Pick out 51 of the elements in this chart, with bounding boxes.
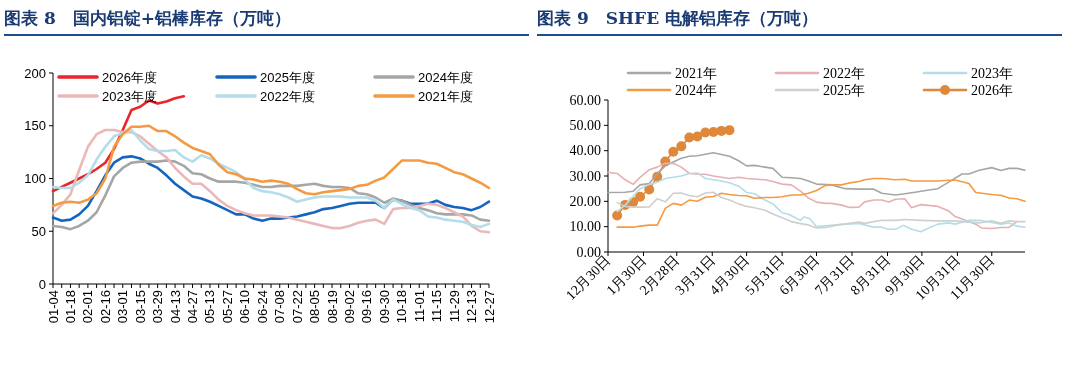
x-tick-label: 10-18 [394,290,410,324]
x-tick-label: 09-02 [341,290,357,324]
legend-label: 2021年度 [418,88,473,104]
x-tick-label: 09-16 [359,290,375,324]
y-tick-label: 40.00 [569,143,601,159]
legend-label: 2022年 [823,65,865,81]
x-tick-label: 02-01 [80,290,96,324]
x-tick-label: 04-13 [167,290,183,324]
x-tick-label: 03-15 [132,290,148,324]
y-tick-label: 50 [31,223,46,239]
x-tick-label: 07-22 [289,290,305,324]
x-tick-label: 03-01 [115,290,131,324]
y-tick-label: 100 [24,171,46,186]
x-tick-label: 12-13 [464,290,480,324]
x-tick-label: 11-15 [429,290,445,323]
chart-title: 图表 9 SHFE 电解铝库存（万吨） [537,4,1062,36]
x-tick-label: 01-04 [45,290,61,324]
x-tick-label: 05-13 [202,290,218,324]
chart-title: 图表 8 国内铝锭+铝棒库存（万吨） [4,4,529,36]
x-tick-label: 06-10 [237,290,253,324]
y-tick-label: 0 [38,276,46,292]
legend-label: 2026年 [971,82,1013,98]
x-tick-label: 11-29 [446,290,462,323]
x-tick-label: 08-05 [307,290,323,324]
x-tick-label: 08-19 [324,290,340,324]
legend-label: 2025年度 [260,69,315,85]
y-tick-label: 150 [24,118,46,134]
y-tick-label: 30.00 [569,168,601,184]
x-tick-label: 04-27 [185,290,201,324]
legend-label: 2021年 [675,65,717,81]
legend-label: 2025年 [823,82,865,98]
legend-label: 2023年度 [102,88,157,104]
x-tick-label: 01-18 [62,290,78,324]
x-tick-label: 03-29 [150,290,166,324]
y-tick-label: 50.00 [569,117,601,133]
legend-label: 2024年 [675,82,717,98]
y-tick-label: 10.00 [569,219,601,235]
x-tick-label: 05-27 [219,290,235,324]
y-tick-label: 60.00 [569,92,601,108]
x-tick-label: 06-24 [254,290,270,324]
x-tick-label: 07-08 [272,290,288,324]
x-tick-label: 11-01 [411,290,427,323]
legend-label: 2024年度 [418,69,473,85]
legend-label: 2022年度 [260,88,315,104]
y-tick-label: 20.00 [569,193,601,209]
legend-label: 2023年 [971,65,1013,81]
y-tick-label: 200 [24,65,46,81]
x-tick-label: 09-30 [376,290,392,324]
x-tick-label: 12-27 [481,290,497,324]
x-tick-label: 02-16 [97,290,113,324]
legend-label: 2026年度 [102,69,157,85]
